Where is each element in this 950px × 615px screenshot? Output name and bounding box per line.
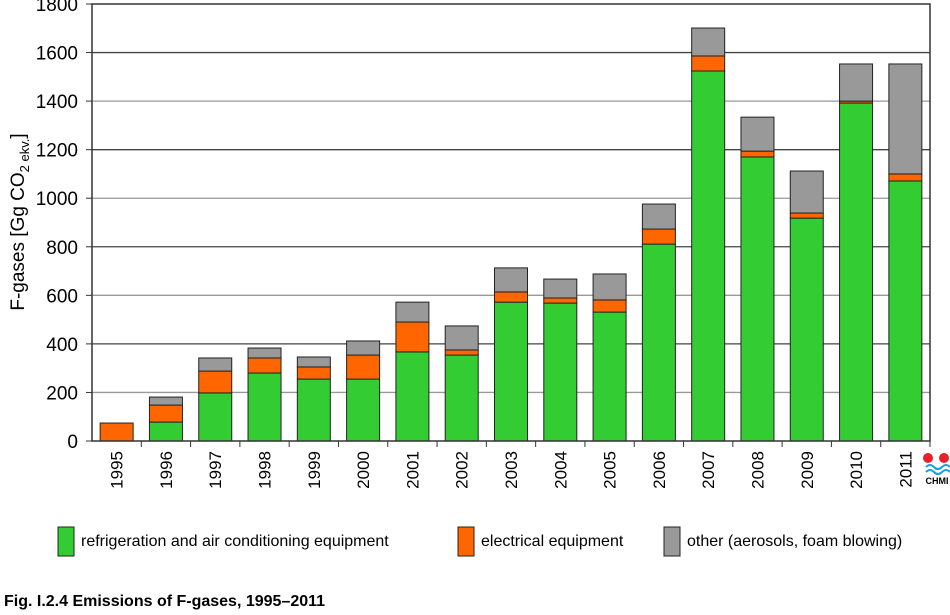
bar-segment-1997-0 xyxy=(198,392,233,442)
bars xyxy=(99,27,923,442)
x-tick-label: 2000 xyxy=(354,451,373,489)
bar-segment-2007-2 xyxy=(691,27,726,57)
x-tick-labels: 1995 1996 1997 1998 1999 2000 2001 2002 2003 2004… xyxy=(108,451,916,489)
bar-segment-2011-2 xyxy=(888,63,923,175)
x-tick-label: 2002 xyxy=(453,451,472,489)
bar-segment-2007-0 xyxy=(691,70,726,442)
bar-segment-2004-0 xyxy=(543,302,578,442)
bar-segment-2009-0 xyxy=(789,217,824,442)
bar-segment-2006-0 xyxy=(641,243,676,442)
bar-segment-2002-2 xyxy=(444,325,479,351)
bar-segment-2003-1 xyxy=(494,291,528,303)
bar-segment-2011-0 xyxy=(888,180,923,442)
legend-label: refrigeration and air conditioning equip… xyxy=(81,533,389,550)
y-tick-label: 1400 xyxy=(36,92,78,113)
bar-segment-2004-2 xyxy=(543,278,578,299)
bar-segment-2002-0 xyxy=(444,354,479,442)
legend-label: electrical equipment xyxy=(481,533,624,550)
bar-segment-2005-0 xyxy=(592,311,627,442)
x-tick-label: 1996 xyxy=(157,451,176,489)
bar-segment-2011-1 xyxy=(888,173,923,182)
bar-segment-2008-0 xyxy=(740,156,775,442)
y-tick-label: 200 xyxy=(46,383,78,404)
bar-segment-1999-0 xyxy=(296,378,331,442)
x-tick-label: 2008 xyxy=(748,451,767,489)
bar-segment-2003-2 xyxy=(494,267,528,293)
x-tick-label: 2011 xyxy=(896,451,915,488)
y-tick-label: 1200 xyxy=(36,141,78,162)
bar-segment-2009-1 xyxy=(789,212,824,219)
bar-segment-1999-1 xyxy=(296,366,331,380)
x-tick-label: 2003 xyxy=(502,451,521,489)
x-tick-label: 2010 xyxy=(847,451,866,489)
bar-segment-1998-2 xyxy=(247,347,282,359)
legend-label: other (aerosols, foam blowing) xyxy=(687,533,902,550)
bar-segment-1996-0 xyxy=(148,421,183,442)
bar-segment-2008-1 xyxy=(740,150,775,158)
bar-segment-2005-1 xyxy=(592,299,627,313)
x-tick-label: 2004 xyxy=(551,451,570,489)
bar-segment-2007-1 xyxy=(691,55,726,72)
x-tick-label: 2007 xyxy=(699,451,718,489)
y-tick-label: 400 xyxy=(46,335,78,356)
y-tick-label: 0 xyxy=(67,432,78,453)
bar-segment-2010-0 xyxy=(839,102,874,442)
x-tick-label: 2001 xyxy=(403,451,422,489)
x-tick-label: 2005 xyxy=(601,451,620,489)
legend: refrigeration and air conditioning equip… xyxy=(57,526,902,557)
bar-segment-2000-1 xyxy=(346,354,381,380)
bar-segment-2005-2 xyxy=(592,273,627,301)
y-tick-label: 1800 xyxy=(36,0,78,16)
bar-segment-2006-1 xyxy=(641,228,676,245)
y-tick-label: 600 xyxy=(46,286,78,307)
bar-segment-2001-2 xyxy=(395,301,430,323)
bar-segment-2002-1 xyxy=(444,349,479,356)
legend-swatch xyxy=(663,526,681,557)
bar-segment-2003-0 xyxy=(494,301,528,442)
bar-segment-2009-2 xyxy=(789,170,824,214)
x-tick-label: 1999 xyxy=(305,451,324,489)
bar-segment-2000-0 xyxy=(346,378,381,442)
x-tick-label: 2006 xyxy=(650,451,669,489)
y-tick-label: 1000 xyxy=(36,189,78,210)
chmi-logo: CHMI xyxy=(923,453,950,486)
y-tick-label: 800 xyxy=(46,238,78,259)
y-tick-label: 1600 xyxy=(36,44,78,65)
bar-segment-2000-2 xyxy=(346,340,381,356)
bar-segment-2001-1 xyxy=(395,321,430,353)
x-tick-label: 2009 xyxy=(798,451,817,489)
bar-segment-1997-2 xyxy=(198,357,233,372)
bar-segment-2004-1 xyxy=(543,297,578,304)
x-tick-label: 1995 xyxy=(108,451,127,489)
bar-segment-1996-2 xyxy=(148,396,183,406)
bar-segment-1998-0 xyxy=(247,372,282,442)
bar-segment-2010-2 xyxy=(839,63,874,102)
bar-segment-1997-1 xyxy=(198,370,233,394)
x-tick-label: 1998 xyxy=(256,451,275,489)
x-tick-label: 1997 xyxy=(206,451,225,489)
bar-segment-2006-2 xyxy=(641,203,676,230)
svg-text:CHMI: CHMI xyxy=(926,476,949,486)
legend-swatch xyxy=(57,526,75,557)
figure-caption: Fig. I.2.4 Emissions of F-gases, 1995–20… xyxy=(4,593,325,610)
bar-segment-1996-1 xyxy=(148,404,183,423)
bar-segment-2001-0 xyxy=(395,351,430,442)
bar-segment-1998-1 xyxy=(247,357,282,374)
y-axis-label: F-gases [Gg CO2 ekv.] xyxy=(8,133,32,310)
legend-swatch xyxy=(457,526,475,557)
bar-segment-2008-2 xyxy=(740,116,775,152)
bar-segment-1995-1 xyxy=(99,422,134,442)
plot-frame xyxy=(91,3,931,442)
bar-segment-1999-2 xyxy=(296,356,331,368)
y-tick-labels: 0 200 400 600 800 1000 1200 1400 1600 1800 xyxy=(36,0,78,453)
